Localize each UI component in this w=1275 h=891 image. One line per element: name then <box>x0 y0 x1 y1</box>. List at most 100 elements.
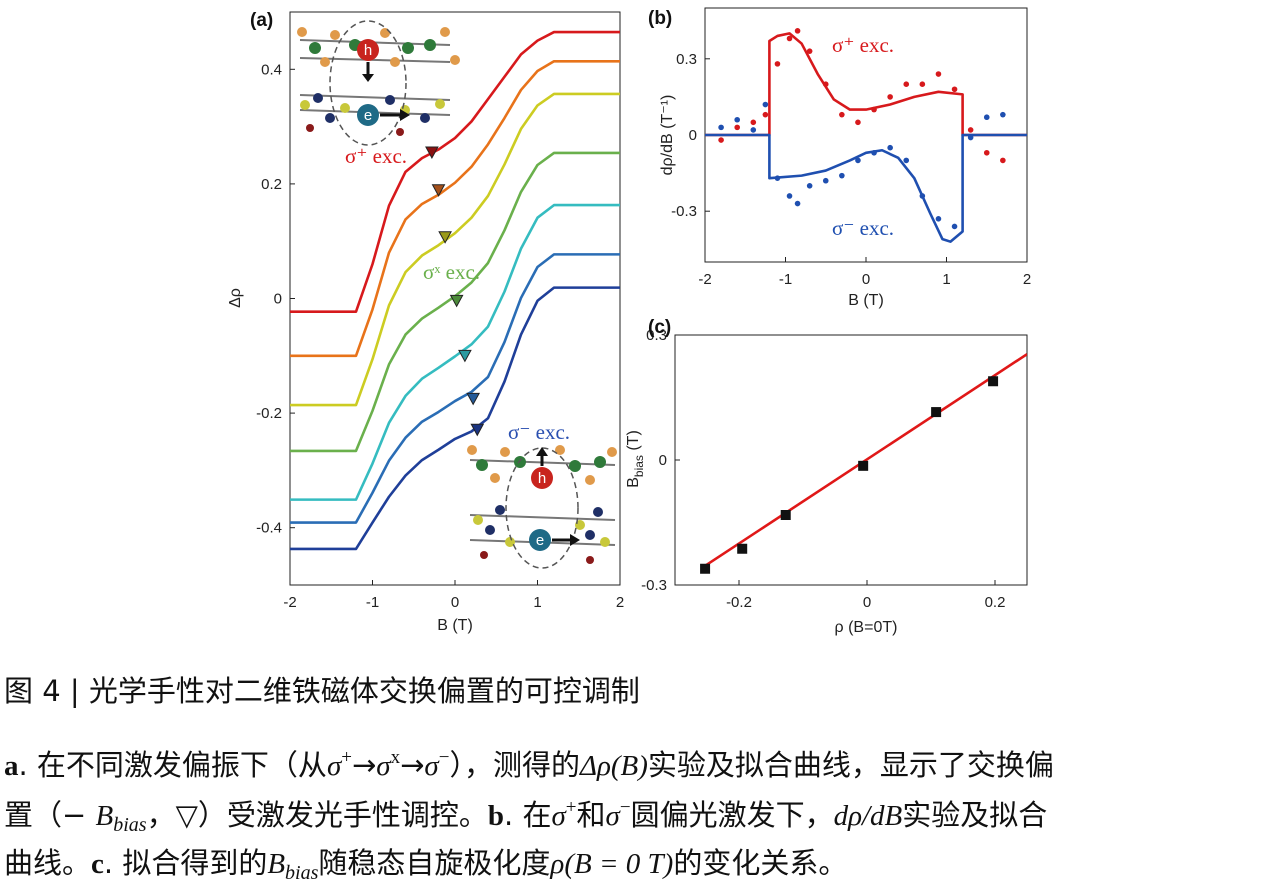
data-point <box>806 48 813 54</box>
x-tick-label: 1 <box>533 594 541 611</box>
data-point <box>750 127 757 133</box>
data-point <box>762 111 769 118</box>
bias-marker <box>425 146 439 160</box>
data-point <box>737 543 748 554</box>
x-tick-label: 1 <box>942 271 950 288</box>
caption-segment: . 在 <box>504 798 552 832</box>
data-point <box>786 35 793 42</box>
data-point <box>774 61 781 67</box>
caption-segment: 实验及拟合曲线，显示了交换偏 <box>647 748 1054 782</box>
caption-segment: Δρ(B) <box>579 750 648 782</box>
data-point <box>718 137 724 143</box>
x-tick-label: -1 <box>366 594 379 611</box>
caption-segment: 实验及拟合 <box>902 798 1048 832</box>
data-point <box>822 177 829 184</box>
caption-segment: c <box>91 848 104 880</box>
curve <box>290 203 620 501</box>
data-point <box>734 124 740 131</box>
curve <box>704 353 1027 567</box>
inset-structure: h e <box>467 445 617 569</box>
caption-segment: ），测得的 <box>449 748 580 782</box>
caption-segment: + <box>565 797 577 818</box>
curve <box>290 92 620 407</box>
panel: -0.2 0 0.2 -0.3 0 0.3 ρ (B=0T) Bbias (T) (c) <box>625 317 1028 636</box>
y-tick-label: 0 <box>689 127 697 144</box>
panel-label: (b) <box>648 8 672 29</box>
data-point <box>858 460 869 471</box>
data-point <box>931 407 942 418</box>
y-axis-label-unit: (T) <box>625 430 642 455</box>
x-tick-label: -0.2 <box>726 594 752 611</box>
y-axis-label-text: dρ/dB (T⁻¹) <box>659 95 676 176</box>
y-tick-label: -0.2 <box>256 405 282 422</box>
caption-segment: − <box>438 747 450 768</box>
data-layer <box>700 353 1027 574</box>
caption-title: 图 4 | 光学手性对二维铁磁体交换偏置的可控调制 <box>4 674 640 708</box>
caption-segment: 置（− <box>4 798 96 832</box>
figure: h e h e -2 -1 0 1 2 -0.4 -0.2 0 0.2 0.4 B (T) Δρ (a)… <box>227 7 1031 636</box>
x-axis-label: B (T) <box>848 292 884 309</box>
bias-marker <box>466 392 480 406</box>
data-point <box>983 149 990 156</box>
data-point <box>1000 111 1006 118</box>
y-tick-label: 0.4 <box>261 61 282 78</box>
data-point <box>983 114 990 121</box>
y-tick-label: 0 <box>659 452 667 469</box>
data-point <box>855 119 861 126</box>
data-point <box>935 71 942 77</box>
data-point <box>839 111 845 118</box>
data-point <box>988 376 999 387</box>
bias-marker <box>458 349 472 363</box>
bias-marker <box>438 231 452 244</box>
y-axis-label: Δρ <box>227 288 244 308</box>
x-tick-label: -2 <box>698 271 711 288</box>
x-tick-label: 2 <box>616 594 624 611</box>
caption-segment: ρ(B = 0 T) <box>550 848 674 880</box>
electron-label: e <box>536 532 544 549</box>
bias-marker <box>470 423 485 437</box>
caption-segment: − <box>619 797 631 818</box>
data-point <box>967 134 974 141</box>
data-point <box>903 81 910 87</box>
data-point <box>839 172 845 179</box>
x-axis-label: ρ (B=0T) <box>835 619 898 636</box>
x-axis-label: B (T) <box>437 617 473 634</box>
panel: -2 -1 0 1 2 -0.4 -0.2 0 0.2 0.4 B (T) Δρ (a) σ⁺ exc. σ… <box>227 10 624 634</box>
panel-label: (a) <box>250 10 273 31</box>
x-tick-label: 0 <box>451 594 459 611</box>
annotation: σ⁻ exc. <box>832 216 894 240</box>
bias-marker <box>431 184 446 197</box>
caption-line: 置（− Bbias，▽）受激发光手性调控。b. 在σ+和σ−圆偏光激发下，dρ/… <box>4 792 1047 837</box>
data-point <box>951 223 958 230</box>
inset-structure: h e <box>297 20 460 146</box>
curve <box>705 32 1027 137</box>
y-axis-label: Bbias (T) <box>625 430 646 488</box>
y-axis-label: dρ/dB (T⁻¹) <box>659 95 676 176</box>
y-tick-label: -0.3 <box>671 203 697 220</box>
caption-segment: . 拟合得到的 <box>103 846 268 880</box>
caption-segment: 圆偏光激发下， <box>630 798 834 832</box>
caption-segment: dρ/dB <box>833 800 903 832</box>
y-tick-label: 0.3 <box>676 51 697 68</box>
curve <box>290 59 620 358</box>
annotation: σ⁺ exc. <box>832 33 894 57</box>
y-axis-label-text: Δρ <box>227 288 244 308</box>
data-point <box>1000 157 1006 164</box>
data-point <box>951 86 958 93</box>
data-point <box>762 101 769 108</box>
caption-segment: B <box>267 848 286 880</box>
caption-segment: bias <box>285 862 319 884</box>
hole-label: h <box>364 42 372 59</box>
y-tick-label: -0.4 <box>256 520 282 537</box>
caption-segment: a <box>4 750 19 782</box>
data-point <box>855 157 861 164</box>
curve <box>290 253 620 524</box>
caption-segment: + <box>341 747 352 768</box>
caption-segment: σ <box>424 750 439 782</box>
data-point <box>786 193 793 199</box>
data-point <box>774 175 781 181</box>
caption-segment: 曲线。 <box>4 846 92 880</box>
caption-segment: → <box>400 748 425 782</box>
caption-segment: 随稳态自旋极化度 <box>318 846 551 880</box>
x-tick-label: -1 <box>779 271 792 288</box>
